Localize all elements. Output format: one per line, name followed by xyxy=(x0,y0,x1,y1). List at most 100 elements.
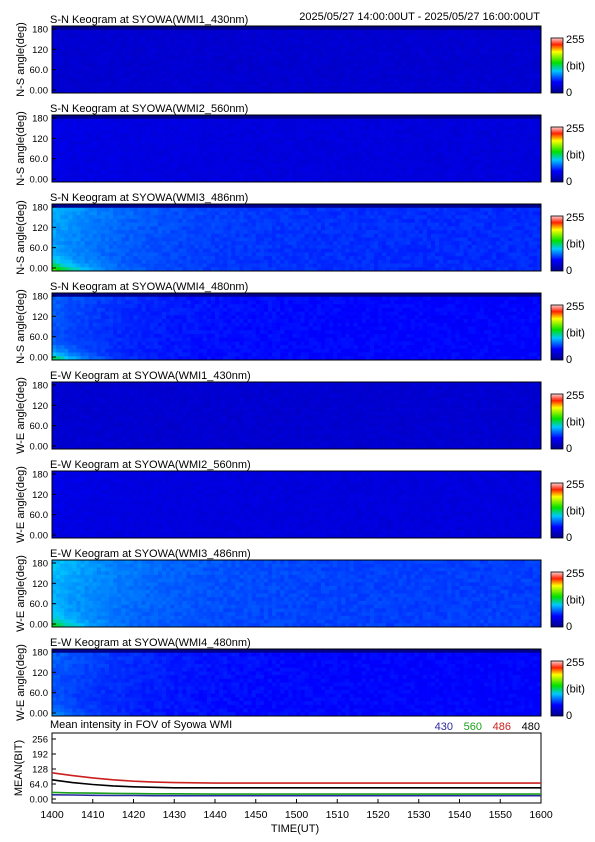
heatmap-cell xyxy=(174,233,179,238)
heatmap-cell xyxy=(369,85,375,90)
heatmap-cell xyxy=(223,148,228,153)
heatmap-cell xyxy=(190,174,196,179)
heatmap-cell xyxy=(308,85,314,90)
heatmap-cell xyxy=(64,74,69,79)
heatmap-cell xyxy=(492,26,497,31)
heatmap-cell xyxy=(263,44,269,49)
heatmap-cell xyxy=(206,167,212,172)
heatmap-cell xyxy=(210,74,216,79)
heatmap-cell xyxy=(137,248,143,253)
heatmap-cell xyxy=(300,44,306,49)
heatmap-cell xyxy=(166,37,171,42)
heatmap-cell xyxy=(447,48,452,53)
heatmap-cell xyxy=(88,256,94,261)
heatmap-cell xyxy=(394,115,399,120)
heatmap-cell xyxy=(398,152,403,157)
heatmap-cell xyxy=(349,70,354,75)
heatmap-cell xyxy=(475,174,481,179)
heatmap-cell xyxy=(182,126,187,131)
heatmap-cell xyxy=(304,78,310,83)
heatmap-cell xyxy=(272,167,277,172)
heatmap-cell xyxy=(182,52,187,57)
heatmap-cell xyxy=(64,70,69,75)
heatmap-cell xyxy=(239,170,244,175)
heatmap-cell xyxy=(186,152,191,157)
heatmap-cell xyxy=(422,167,428,172)
heatmap-cell xyxy=(390,33,395,38)
heatmap-cell xyxy=(100,70,106,75)
heatmap-cell xyxy=(96,85,102,90)
heatmap-cell xyxy=(508,66,513,72)
heatmap-cell xyxy=(492,33,497,38)
heatmap-cell xyxy=(145,55,151,60)
heatmap-cell xyxy=(320,118,326,123)
heatmap-cell xyxy=(186,241,191,246)
heatmap-cell xyxy=(153,178,159,183)
heatmap-cell xyxy=(349,155,354,161)
heatmap-cell xyxy=(206,74,212,79)
heatmap-cell xyxy=(56,167,61,172)
heatmap-cell xyxy=(137,207,143,212)
heatmap-cell xyxy=(243,118,249,123)
heatmap-cell xyxy=(333,152,338,157)
heatmap-cell xyxy=(56,256,61,261)
heatmap-cell xyxy=(80,159,86,164)
heatmap-cell xyxy=(223,144,228,149)
heatmap-cell xyxy=(223,40,228,46)
heatmap-cell xyxy=(60,48,65,53)
heatmap-cell xyxy=(365,118,371,123)
heatmap-cell xyxy=(243,40,249,46)
heatmap-cell xyxy=(320,167,326,172)
heatmap-cell xyxy=(504,48,509,53)
heatmap-cell xyxy=(524,152,530,157)
heatmap-cell xyxy=(149,78,155,83)
heatmap-cell xyxy=(455,33,460,38)
heatmap-cell xyxy=(121,141,126,146)
heatmap-cell xyxy=(373,167,379,172)
heatmap-cell xyxy=(149,230,155,235)
heatmap-cell xyxy=(369,59,375,64)
heatmap-cell xyxy=(259,44,265,49)
heatmap-cell xyxy=(223,85,228,90)
heatmap-cell xyxy=(247,89,253,94)
heatmap-cell xyxy=(496,89,501,94)
heatmap-cell xyxy=(504,74,509,79)
heatmap-cell xyxy=(398,78,403,83)
heatmap-cell xyxy=(483,40,489,46)
heatmap-cell xyxy=(410,163,416,168)
heatmap-cell xyxy=(296,63,301,68)
heatmap-cell xyxy=(157,52,163,57)
heatmap-cell xyxy=(129,55,134,60)
heatmap-cell xyxy=(349,178,354,183)
heatmap-cell xyxy=(227,37,232,42)
heatmap-cell xyxy=(121,133,126,138)
heatmap-cell xyxy=(194,129,200,135)
heatmap-cell xyxy=(447,167,452,172)
heatmap-cell xyxy=(104,59,110,64)
heatmap-cell xyxy=(361,33,367,38)
heatmap-cell xyxy=(390,170,395,175)
heatmap-cell xyxy=(390,85,395,90)
heatmap-cell xyxy=(149,141,155,146)
heatmap-cell xyxy=(251,44,257,49)
panel-title: S-N Keogram at SYOWA(WMI2_560nm) xyxy=(50,103,248,115)
heatmap-cell xyxy=(398,144,403,149)
heatmap-cell xyxy=(536,59,542,64)
heatmap-cell xyxy=(504,55,509,60)
heatmap-cell xyxy=(149,74,155,79)
heatmap-cell xyxy=(459,78,464,83)
heatmap-cell xyxy=(292,152,297,157)
heatmap-cell xyxy=(455,52,460,57)
heatmap-cell xyxy=(357,29,363,34)
heatmap-cell xyxy=(141,248,147,253)
heatmap-cell xyxy=(64,178,69,183)
heatmap-cell xyxy=(451,159,456,164)
heatmap-cell xyxy=(394,44,399,49)
heatmap-cell xyxy=(149,178,155,183)
heatmap-cell xyxy=(166,89,171,94)
heatmap-cell xyxy=(398,141,403,146)
heatmap-cell xyxy=(109,115,114,120)
heatmap-cell xyxy=(259,126,265,131)
heatmap-cell xyxy=(357,122,363,127)
heatmap-cell xyxy=(333,66,338,72)
